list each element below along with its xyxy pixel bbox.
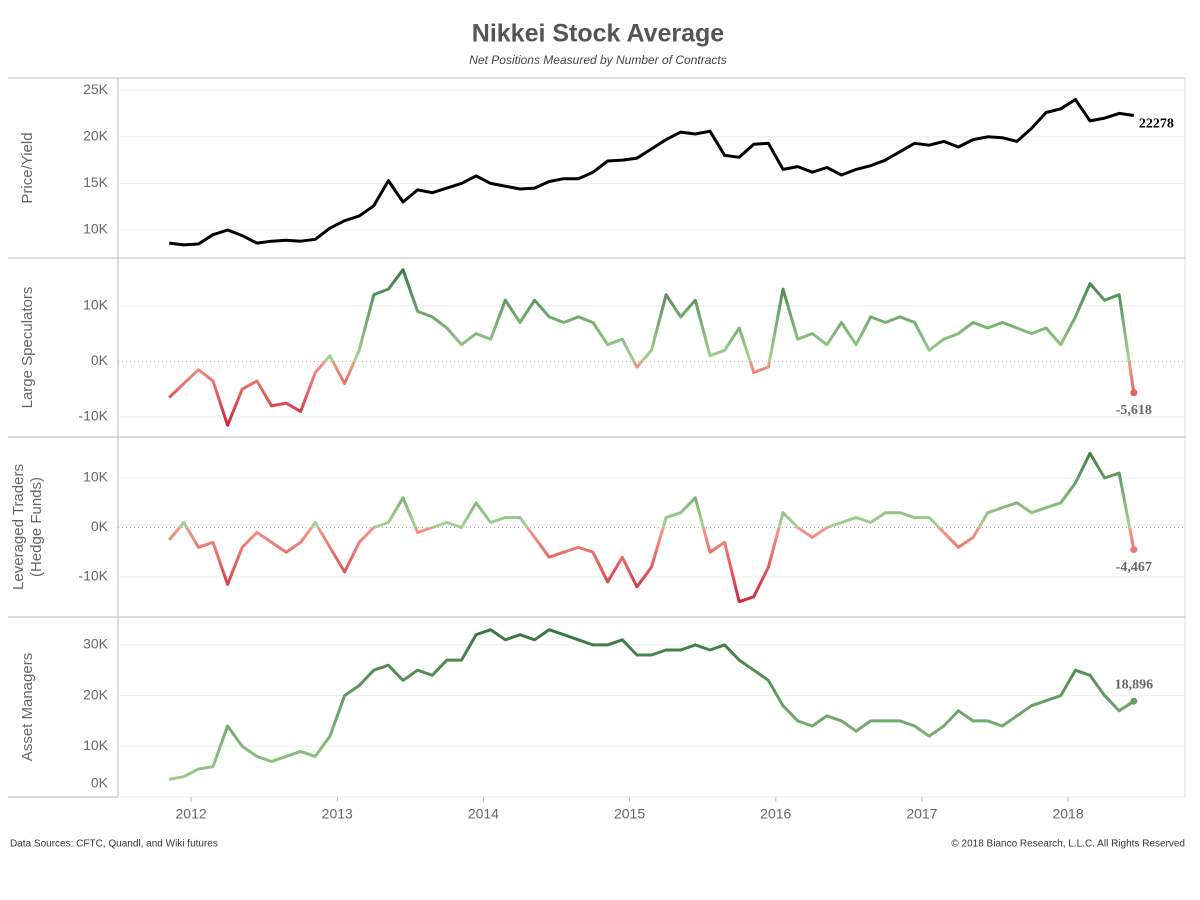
x-tick-label: 2017 — [906, 806, 937, 822]
y-tick-label: 10K — [83, 737, 109, 753]
end-label: 22278 — [1139, 117, 1174, 132]
y-tick-label: 20K — [83, 127, 109, 143]
y-tick-label: 30K — [83, 636, 109, 652]
x-tick-label: 2015 — [614, 806, 645, 822]
footer-source: Data Sources: CFTC, Quandl, and Wiki fut… — [10, 839, 218, 850]
x-tick-label: 2013 — [322, 806, 353, 822]
y-axis-label: Asset Managers — [19, 653, 36, 761]
y-axis-label: (Hedge Funds) — [28, 477, 45, 577]
x-tick-label: 2014 — [468, 806, 499, 822]
end-point — [1130, 389, 1138, 397]
end-label: -4,467 — [1116, 560, 1152, 575]
footer-copyright: © 2018 Bianco Research, L.L.C. All Right… — [951, 839, 1185, 850]
y-tick-label: 10K — [83, 469, 109, 485]
series-line — [169, 98, 1135, 247]
y-tick-label: -10K — [78, 408, 108, 424]
y-tick-label: 25K — [83, 81, 109, 97]
x-tick-label: 2012 — [176, 806, 207, 822]
series-line — [168, 451, 1136, 604]
series-line — [168, 628, 1135, 781]
chart-subtitle: Net Positions Measured by Number of Cont… — [469, 53, 726, 67]
end-label: 18,896 — [1115, 677, 1154, 692]
y-tick-label: 0K — [91, 518, 109, 534]
y-axis-label: Large Speculators — [19, 287, 36, 409]
end-point — [1130, 697, 1138, 705]
chart-title: Nikkei Stock Average — [472, 20, 725, 48]
y-axis-label: Price/Yield — [19, 132, 36, 203]
y-tick-label: 10K — [83, 297, 109, 313]
end-point — [1130, 546, 1138, 554]
y-tick-label: 20K — [83, 686, 109, 702]
y-tick-label: 0K — [91, 352, 109, 368]
y-axis-label: Leveraged Traders — [10, 464, 27, 590]
y-tick-label: 15K — [83, 174, 109, 190]
x-tick-label: 2018 — [1052, 806, 1083, 822]
x-tick-label: 2016 — [760, 806, 791, 822]
y-tick-label: 10K — [83, 221, 109, 237]
series-line — [168, 268, 1136, 427]
end-label: -5,618 — [1116, 403, 1152, 418]
y-tick-label: -10K — [78, 568, 108, 584]
y-tick-label: 0K — [91, 775, 109, 791]
